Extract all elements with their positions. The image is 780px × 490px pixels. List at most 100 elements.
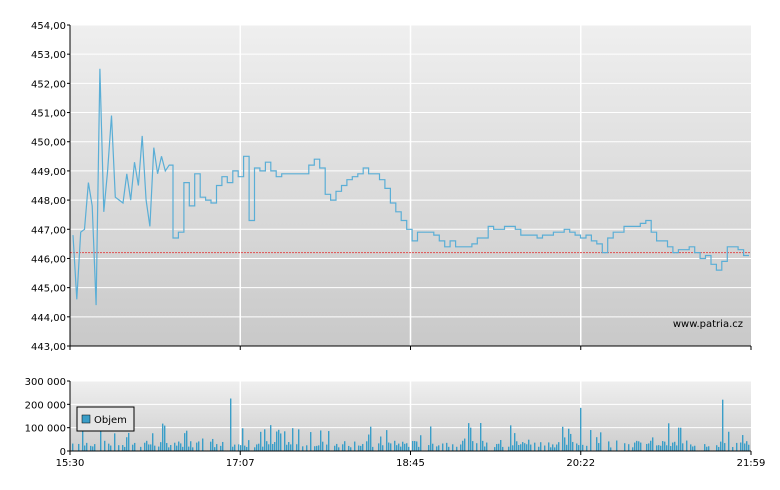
price-y-tick-label: 448,00 bbox=[31, 196, 66, 207]
volume-bar bbox=[310, 432, 312, 451]
volume-bar bbox=[186, 430, 188, 451]
volume-bar bbox=[722, 399, 724, 451]
volume-bar bbox=[662, 441, 664, 451]
volume-bar bbox=[566, 444, 568, 451]
volume-bar bbox=[508, 446, 510, 451]
volume-bar bbox=[196, 442, 198, 451]
volume-bar bbox=[336, 443, 338, 451]
volume-bar bbox=[166, 443, 168, 451]
volume-bar bbox=[590, 430, 592, 451]
volume-bar bbox=[522, 442, 524, 451]
volume-bar bbox=[686, 440, 688, 451]
volume-bar bbox=[348, 445, 350, 451]
volume-bar bbox=[672, 442, 674, 451]
volume-bar bbox=[132, 444, 134, 451]
volume-bar bbox=[470, 427, 472, 451]
volume-bar bbox=[400, 446, 402, 451]
volume-bar bbox=[350, 447, 352, 451]
volume-bar bbox=[748, 444, 750, 451]
volume-bar bbox=[516, 441, 518, 451]
volume-bar bbox=[550, 447, 552, 451]
volume-bar bbox=[274, 441, 276, 451]
volume-bar bbox=[500, 439, 502, 451]
volume-bar bbox=[708, 446, 710, 451]
volume-bar bbox=[616, 440, 618, 451]
volume-bar bbox=[554, 447, 556, 451]
volume-bars bbox=[72, 398, 750, 451]
volume-bar bbox=[670, 446, 672, 451]
volume-bar bbox=[108, 443, 110, 451]
volume-bar bbox=[502, 446, 504, 451]
volume-bar bbox=[446, 442, 448, 451]
volume-bar bbox=[510, 425, 512, 451]
volume-bar bbox=[692, 446, 694, 451]
volume-bar bbox=[460, 444, 462, 451]
volume-bar bbox=[564, 437, 566, 451]
volume-bar bbox=[412, 441, 414, 451]
volume-bar bbox=[326, 444, 328, 451]
volume-bar bbox=[124, 446, 126, 451]
price-y-tick-label: 451,00 bbox=[31, 109, 66, 120]
price-y-tick-label: 447,00 bbox=[31, 225, 66, 236]
volume-bar bbox=[302, 446, 304, 451]
volume-bar bbox=[568, 428, 570, 451]
price-y-tick-label: 452,00 bbox=[31, 79, 66, 90]
volume-bar bbox=[482, 440, 484, 451]
volume-bar bbox=[728, 431, 730, 451]
volume-bar bbox=[636, 440, 638, 451]
volume-bar bbox=[168, 447, 170, 451]
volume-x-tick-label: 21:59 bbox=[737, 458, 766, 469]
volume-bar bbox=[538, 446, 540, 451]
volume-bar bbox=[182, 446, 184, 451]
volume-bar bbox=[290, 444, 292, 451]
volume-bar bbox=[86, 442, 88, 451]
volume-bar bbox=[82, 430, 84, 451]
volume-bar bbox=[646, 443, 648, 451]
volume-x-tick-label: 18:45 bbox=[396, 458, 425, 469]
volume-panel: 0 100 000 200 000 300 000 15:30 17:07 18:45 20… bbox=[25, 377, 766, 469]
volume-bar bbox=[184, 433, 186, 451]
volume-bar bbox=[718, 446, 720, 451]
volume-bar bbox=[404, 443, 406, 451]
volume-bar bbox=[578, 445, 580, 451]
volume-bar bbox=[652, 437, 654, 451]
volume-bar bbox=[320, 430, 322, 451]
volume-bar bbox=[462, 440, 464, 451]
volume-bar bbox=[498, 443, 500, 451]
volume-bar bbox=[358, 445, 360, 451]
volume-bar bbox=[600, 432, 602, 451]
volume-bar bbox=[632, 447, 634, 451]
volume-bar bbox=[608, 441, 610, 451]
volume-bar bbox=[344, 441, 346, 451]
volume-bar bbox=[706, 446, 708, 451]
volume-bar bbox=[432, 443, 434, 451]
price-y-tick-label: 449,00 bbox=[31, 167, 66, 178]
volume-bar bbox=[586, 445, 588, 451]
volume-bar bbox=[562, 426, 564, 451]
volume-bar bbox=[428, 445, 430, 451]
volume-bar bbox=[342, 444, 344, 451]
volume-bar bbox=[78, 443, 80, 451]
volume-bar bbox=[656, 445, 658, 451]
volume-bar bbox=[724, 443, 726, 451]
volume-bar bbox=[216, 444, 218, 451]
volume-bar bbox=[110, 445, 112, 451]
volume-bar bbox=[264, 429, 266, 451]
volume-bar bbox=[418, 446, 420, 451]
volume-bar bbox=[212, 438, 214, 451]
volume-bar bbox=[338, 447, 340, 451]
volume-bar bbox=[270, 425, 272, 451]
volume-bar bbox=[150, 444, 152, 451]
volume-bar bbox=[610, 447, 612, 451]
volume-bar bbox=[530, 444, 532, 451]
price-gridlines bbox=[70, 24, 751, 346]
volume-bar bbox=[650, 440, 652, 451]
volume-bar bbox=[360, 445, 362, 451]
price-y-tick-label: 444,00 bbox=[31, 313, 66, 324]
volume-bar bbox=[540, 442, 542, 451]
volume-bar bbox=[476, 443, 478, 451]
volume-bar bbox=[628, 444, 630, 451]
volume-bar bbox=[720, 441, 722, 451]
volume-bar bbox=[430, 426, 432, 451]
volume-bar bbox=[526, 444, 528, 451]
